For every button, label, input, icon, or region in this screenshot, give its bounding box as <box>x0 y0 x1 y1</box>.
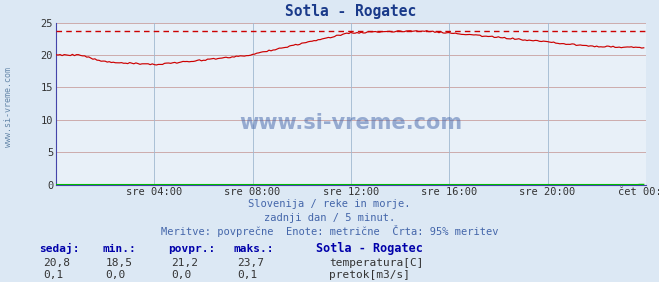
Text: min.:: min.: <box>102 244 136 254</box>
Text: www.si-vreme.com: www.si-vreme.com <box>4 67 13 147</box>
Text: 21,2: 21,2 <box>171 258 198 268</box>
Text: 0,0: 0,0 <box>171 270 192 280</box>
Text: 0,1: 0,1 <box>43 270 63 280</box>
Text: Meritve: povprečne  Enote: metrične  Črta: 95% meritev: Meritve: povprečne Enote: metrične Črta:… <box>161 226 498 237</box>
Text: povpr.:: povpr.: <box>168 244 215 254</box>
Text: maks.:: maks.: <box>234 244 274 254</box>
Text: www.si-vreme.com: www.si-vreme.com <box>239 113 463 133</box>
Text: Slovenija / reke in morje.: Slovenija / reke in morje. <box>248 199 411 209</box>
Text: pretok[m3/s]: pretok[m3/s] <box>330 270 411 280</box>
Text: Sotla - Rogatec: Sotla - Rogatec <box>316 243 423 255</box>
Text: 20,8: 20,8 <box>43 258 70 268</box>
Text: 23,7: 23,7 <box>237 258 264 268</box>
Text: sedaj:: sedaj: <box>40 243 80 254</box>
Text: zadnji dan / 5 minut.: zadnji dan / 5 minut. <box>264 213 395 223</box>
Title: Sotla - Rogatec: Sotla - Rogatec <box>285 4 416 19</box>
Text: temperatura[C]: temperatura[C] <box>330 258 424 268</box>
Text: 18,5: 18,5 <box>105 258 132 268</box>
Text: 0,1: 0,1 <box>237 270 258 280</box>
Text: 0,0: 0,0 <box>105 270 126 280</box>
